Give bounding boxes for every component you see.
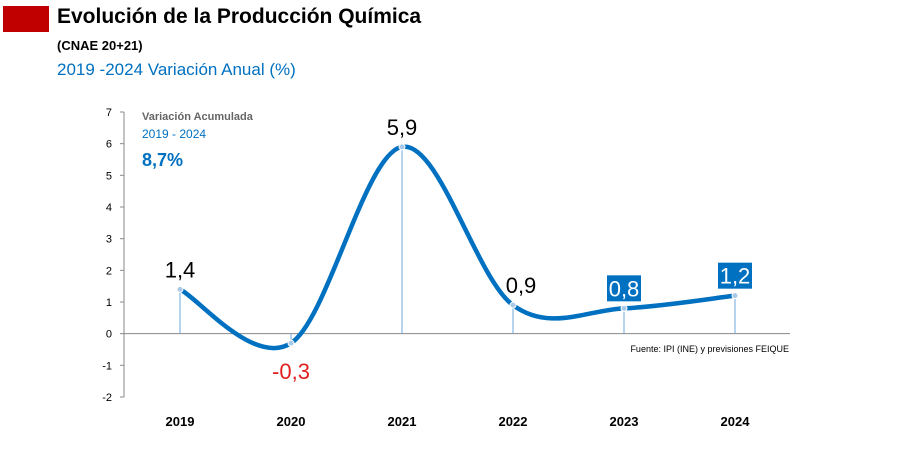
y-tick-label: -1 — [102, 360, 112, 372]
page-title: Evolución de la Producción Química — [57, 5, 422, 28]
y-tick-label: 5 — [106, 170, 112, 182]
x-tick-label: 2024 — [721, 414, 751, 429]
data-point — [620, 304, 628, 312]
data-point — [176, 285, 184, 293]
series-line — [177, 144, 738, 351]
data-label: 1,2 — [720, 264, 751, 289]
data-label-box — [718, 262, 752, 289]
data-label-box — [607, 275, 641, 302]
x-tick-label: 2021 — [388, 414, 417, 429]
inset-value: 8,7% — [142, 150, 183, 170]
x-tick-label: 2023 — [610, 414, 639, 429]
data-label: 5,9 — [387, 115, 418, 140]
brand-red-square — [3, 6, 49, 32]
inset-title: Variación Acumulada — [142, 111, 254, 123]
page-subtitle: (CNAE 20+21) — [57, 38, 143, 53]
y-tick-label: 2 — [106, 265, 112, 277]
data-point — [509, 301, 517, 309]
y-tick-label: 7 — [106, 107, 112, 119]
data-point — [398, 143, 406, 151]
data-label: 1,4 — [165, 257, 196, 282]
data-label: 0,8 — [609, 276, 640, 301]
x-tick-label: 2020 — [277, 414, 306, 429]
period-label: 2019 -2024 Variación Anual (%) — [57, 60, 296, 79]
y-tick-label: 1 — [106, 297, 112, 309]
source-note: Fuente: IPI (INE) y previsiones FEIQUE — [630, 344, 789, 354]
data-point — [731, 292, 739, 300]
y-tick-label: -2 — [102, 392, 112, 404]
inset-period: 2019 - 2024 — [142, 127, 206, 141]
data-point — [287, 339, 295, 347]
y-tick-label: 3 — [106, 234, 112, 246]
x-tick-label: 2022 — [499, 414, 528, 429]
data-label: 0,9 — [506, 273, 537, 298]
y-tick-label: 0 — [106, 329, 112, 341]
x-tick-label: 2019 — [166, 414, 195, 429]
data-label: -0,3 — [272, 359, 310, 384]
y-tick-label: 6 — [106, 139, 112, 151]
y-tick-label: 4 — [106, 202, 112, 214]
